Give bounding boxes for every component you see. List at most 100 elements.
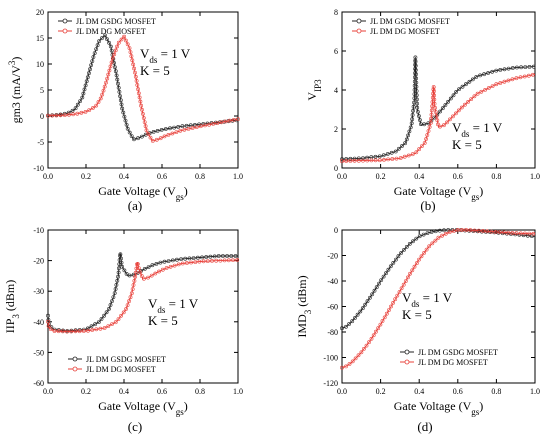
- data-point: [136, 136, 140, 141]
- data-point: [518, 75, 523, 80]
- data-point: [81, 329, 86, 333]
- data-point: [426, 129, 431, 133]
- series-dg: [46, 258, 240, 334]
- data-point: [172, 263, 177, 268]
- data-point: [424, 137, 429, 141]
- data-point: [370, 292, 375, 297]
- data-point: [394, 156, 399, 161]
- data-point: [356, 353, 361, 358]
- data-point: [115, 77, 120, 82]
- data-point: [216, 254, 221, 258]
- data-point: [510, 77, 515, 82]
- data-point: [340, 326, 344, 331]
- data-point: [352, 158, 357, 163]
- data-point: [469, 97, 474, 102]
- data-point: [210, 258, 214, 263]
- data-point: [421, 232, 426, 237]
- data-point: [120, 264, 125, 269]
- y-tick-label: -20: [33, 257, 44, 266]
- y-tick-label: -30: [33, 287, 44, 296]
- data-point: [506, 66, 511, 71]
- data-point: [377, 158, 382, 163]
- y-axis-label-main: gm3 (mA/V: [9, 65, 23, 124]
- y-tick-label: -40: [33, 318, 44, 327]
- data-point: [116, 85, 121, 90]
- data-point: [405, 275, 410, 280]
- data-point: [474, 75, 479, 79]
- data-point: [340, 365, 344, 370]
- data-point: [380, 319, 385, 323]
- data-point: [113, 48, 118, 53]
- data-point: [402, 154, 407, 159]
- x-tick-label: 0.0: [43, 172, 53, 181]
- data-point: [203, 123, 207, 128]
- data-point: [164, 266, 169, 270]
- data-point: [472, 228, 477, 233]
- data-point: [150, 263, 155, 268]
- y-axis-label-main: IMD: [295, 314, 309, 338]
- x-axis-label: Gate Voltage (Vgs): [98, 399, 188, 417]
- legend-swatch-marker: [356, 18, 362, 24]
- data-point: [154, 261, 159, 266]
- data-point: [136, 266, 141, 271]
- data-point: [414, 150, 419, 155]
- data-point: [46, 317, 51, 322]
- data-point: [344, 159, 349, 163]
- data-point: [378, 322, 383, 327]
- data-point: [116, 317, 121, 322]
- data-point: [146, 265, 151, 270]
- data-point: [236, 117, 240, 122]
- data-point: [356, 158, 361, 163]
- data-point: [386, 267, 391, 272]
- data-point: [95, 43, 100, 48]
- y-axis-label-sup: 3: [7, 60, 17, 65]
- data-point: [200, 255, 204, 260]
- data-point: [466, 100, 471, 104]
- data-point: [515, 65, 519, 70]
- data-point: [436, 122, 440, 127]
- data-point: [112, 52, 117, 57]
- x-tick-label: 0.0: [337, 172, 347, 181]
- data-point: [348, 156, 353, 161]
- data-point: [447, 230, 452, 235]
- data-point: [212, 254, 217, 259]
- y-axis-label: VIP3: [305, 79, 323, 101]
- data-point: [231, 258, 235, 263]
- x-tick-label: 0.6: [157, 387, 167, 396]
- y-axis-label-sub: 3: [303, 309, 313, 314]
- x-axis-label-end: ): [184, 184, 188, 198]
- vds-annotation-value: = 1 V: [165, 296, 198, 311]
- data-point: [113, 65, 117, 70]
- data-point: [116, 40, 121, 45]
- data-point: [96, 100, 101, 104]
- y-tick-label: -10: [33, 164, 44, 173]
- data-point: [483, 88, 488, 92]
- data-point: [442, 228, 446, 233]
- legend-entry: JL DM GSDG MOSFET: [370, 17, 450, 26]
- data-point: [404, 137, 409, 142]
- data-point: [88, 67, 92, 72]
- data-point: [110, 56, 115, 61]
- data-point: [412, 88, 417, 92]
- data-point: [363, 302, 368, 307]
- data-point: [489, 229, 494, 234]
- data-point: [433, 229, 438, 234]
- data-point: [122, 114, 127, 119]
- data-point: [109, 60, 114, 65]
- data-point: [352, 316, 357, 320]
- data-point: [514, 76, 519, 81]
- data-point: [386, 157, 391, 162]
- panel-label: (b): [420, 198, 435, 213]
- data-point: [414, 261, 419, 266]
- data-point: [427, 244, 432, 249]
- series-gsdg: [340, 228, 536, 331]
- data-point: [67, 112, 71, 117]
- x-axis-label-end: ): [184, 399, 188, 413]
- data-point: [178, 128, 183, 133]
- chart-panel-c: 0.0 0.2 0.4 0.6 0.8 1.0 -60 -50 -40 -30 -20 -10 JL D…: [3, 226, 243, 434]
- data-point: [96, 320, 101, 325]
- data-point: [97, 39, 102, 44]
- data-point: [414, 80, 419, 85]
- data-point: [430, 104, 435, 109]
